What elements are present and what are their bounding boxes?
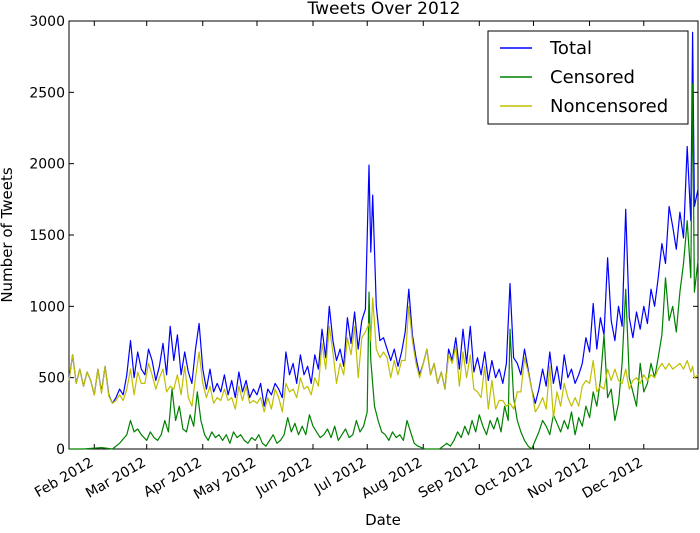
y-tick-label: 2000 xyxy=(29,157,65,173)
series-line-total xyxy=(68,31,699,407)
y-tick-label: 0 xyxy=(56,442,65,458)
y-tick-label: 1000 xyxy=(29,299,65,315)
x-tick-label: May 2012 xyxy=(191,455,259,503)
x-tick-label: Mar 2012 xyxy=(83,455,149,502)
series-layer xyxy=(68,31,699,450)
y-tick-label: 1500 xyxy=(29,228,65,244)
x-tick-label: Aug 2012 xyxy=(359,455,425,503)
legend-label-noncensored: Noncensored xyxy=(550,96,668,117)
x-tick-label: Jun 2012 xyxy=(252,455,315,500)
chart-title: Tweets Over 2012 xyxy=(307,0,461,19)
legend-label-total: Total xyxy=(549,38,592,59)
y-axis: 0 500 1000 1500 2000 2500 3000 xyxy=(29,14,698,458)
series-line-noncensored xyxy=(68,297,699,419)
x-axis-title: Date xyxy=(365,511,401,528)
series-line-censored xyxy=(69,83,699,450)
y-tick-label: 3000 xyxy=(29,14,65,30)
legend: Total Censored Noncensored xyxy=(487,30,689,125)
x-tick-label: Sep 2012 xyxy=(416,455,482,502)
x-tick-label: Nov 2012 xyxy=(525,455,591,503)
legend-label-censored: Censored xyxy=(550,67,635,88)
y-tick-label: 2500 xyxy=(29,85,65,101)
y-tick-label: 500 xyxy=(38,371,65,387)
x-tick-label: Dec 2012 xyxy=(580,455,646,502)
x-tick-label: Oct 2012 xyxy=(472,455,536,501)
y-axis-title: Number of Tweets xyxy=(0,167,16,303)
